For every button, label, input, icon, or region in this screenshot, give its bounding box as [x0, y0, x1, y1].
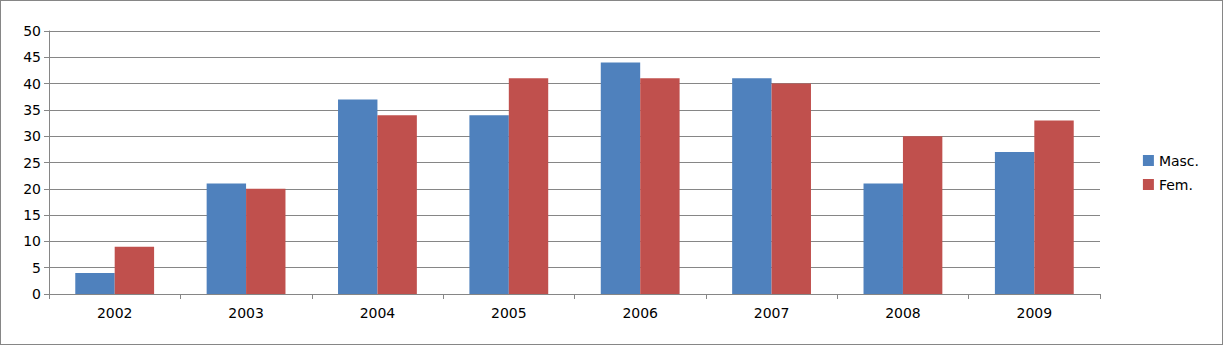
svg-text:25: 25: [23, 155, 41, 171]
svg-text:2009: 2009: [1016, 305, 1052, 321]
svg-text:2003: 2003: [228, 305, 264, 321]
svg-text:5: 5: [32, 260, 41, 276]
svg-text:40: 40: [23, 76, 41, 92]
svg-text:2005: 2005: [491, 305, 527, 321]
svg-text:Fem.: Fem.: [1159, 177, 1193, 193]
svg-text:50: 50: [23, 23, 41, 39]
svg-text:30: 30: [23, 128, 41, 144]
svg-text:Masc.: Masc.: [1159, 153, 1199, 169]
svg-text:35: 35: [23, 102, 41, 118]
svg-text:20: 20: [23, 181, 41, 197]
svg-text:0: 0: [32, 286, 41, 302]
svg-text:15: 15: [23, 207, 41, 223]
svg-text:10: 10: [23, 233, 41, 249]
svg-text:2006: 2006: [622, 305, 658, 321]
svg-text:2008: 2008: [885, 305, 921, 321]
svg-text:2004: 2004: [360, 305, 396, 321]
svg-text:2007: 2007: [754, 305, 790, 321]
svg-text:45: 45: [23, 49, 41, 65]
svg-text:2002: 2002: [97, 305, 133, 321]
